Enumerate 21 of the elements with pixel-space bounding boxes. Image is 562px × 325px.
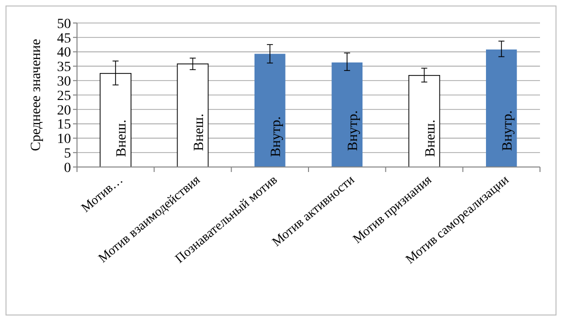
data-label: Внутр.: [346, 110, 362, 151]
y-tick-label: 20: [57, 103, 71, 118]
bar: [254, 54, 286, 167]
data-label: Внеш.: [192, 114, 207, 151]
data-label: Внеш.: [114, 120, 130, 157]
bar: [332, 62, 363, 167]
y-tick-label: 35: [57, 60, 71, 76]
data-label: Внутр.: [268, 116, 284, 157]
y-axis-title: Среднеее значение: [29, 38, 44, 152]
y-tick-label: 25: [57, 88, 71, 104]
y-tick-label: 45: [57, 31, 71, 46]
y-tick-label: 0: [64, 160, 71, 176]
y-tick-label: 40: [57, 46, 71, 61]
y-tick-label: 50: [57, 16, 71, 32]
y-tick-label: 30: [57, 74, 71, 90]
data-label: Внеш.: [423, 120, 438, 157]
bar: [486, 49, 517, 167]
data-label: Внутр.: [500, 110, 516, 151]
y-tick-label: 10: [57, 132, 71, 148]
y-tick-label: 15: [57, 118, 71, 133]
y-tick-label: 5: [64, 146, 71, 162]
